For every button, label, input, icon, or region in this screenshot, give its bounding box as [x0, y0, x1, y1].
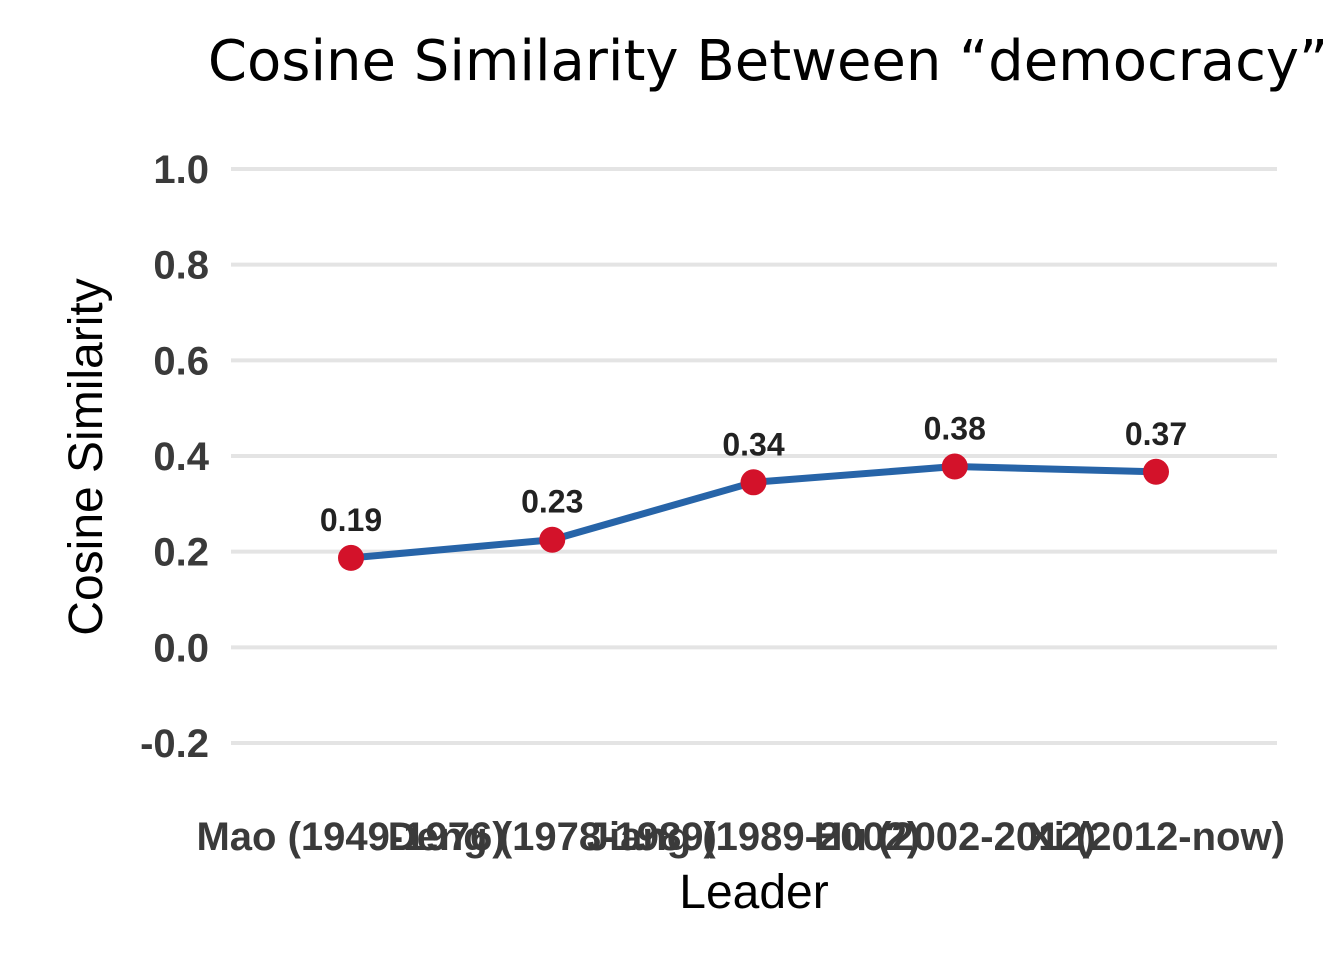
data-label: 0.23 — [521, 484, 583, 520]
data-label: 0.19 — [320, 502, 382, 538]
data-point — [338, 544, 364, 571]
x-tick-label: Hu (2002-2012) — [814, 815, 1096, 859]
y-tick-label: 0.8 — [153, 244, 209, 288]
data-point — [539, 526, 566, 553]
y-tick-label: -0.2 — [140, 722, 209, 766]
y-tick-label: 0.0 — [153, 626, 209, 670]
data-point — [740, 469, 767, 496]
y-tick-label: 1.0 — [153, 148, 209, 192]
data-label: 0.34 — [722, 426, 784, 462]
y-axis-ticks: 1.0 0.8 0.6 0.4 0.2 0.0 -0.2 — [140, 148, 210, 766]
data-label: 0.38 — [924, 411, 986, 447]
x-axis-ticks: Mao (1949-1976)Deng (1978-1989)Jiang (19… — [196, 815, 1284, 859]
x-axis-title: Leader — [679, 866, 828, 919]
y-tick-label: 0.4 — [153, 435, 209, 479]
y-tick-label: 0.2 — [153, 531, 209, 575]
y-tick-label: 0.6 — [153, 339, 209, 383]
y-axis-title: Cosine Similarity — [60, 278, 113, 635]
x-tick-label: Xi (2012-now) — [1027, 815, 1285, 859]
series-layer: 0.19 0.23 0.34 0.38 0.37 — [320, 411, 1187, 571]
x-tick-label: Deng (1978-1989) — [388, 815, 717, 859]
data-point — [1143, 458, 1169, 485]
x-tick-label: Jiang (1989-2002) — [587, 815, 921, 859]
x-tick-label: Mao (1949-1976) — [196, 815, 505, 859]
chart-title: Cosine Similarity Between “democracy” — [208, 29, 1328, 94]
data-point — [941, 453, 968, 480]
data-label: 0.37 — [1125, 416, 1187, 452]
